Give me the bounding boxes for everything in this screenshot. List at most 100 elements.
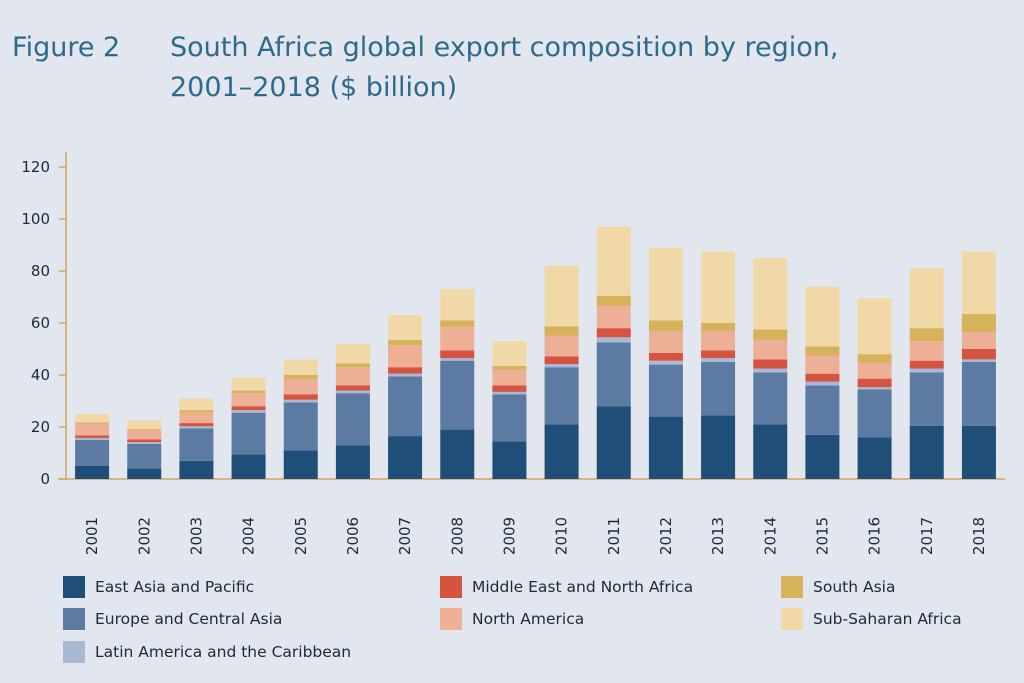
- bar-segment: [388, 315, 423, 340]
- bar-segment: [179, 412, 214, 424]
- bar-segment: [283, 359, 318, 375]
- bar-segment: [75, 466, 110, 479]
- x-tick-label: 2001: [83, 517, 101, 555]
- bar-segment: [544, 335, 579, 357]
- x-tick-label: 2002: [135, 517, 153, 555]
- bar-segment: [283, 375, 318, 379]
- bar-segment: [753, 329, 788, 340]
- bar-segment: [596, 342, 631, 407]
- bar-segment: [440, 350, 475, 359]
- legend-item: East Asia and Pacific: [63, 576, 254, 598]
- bar-segment: [544, 424, 579, 479]
- chart-title-line-2: 2001–2018 ($ billion): [170, 72, 458, 103]
- bar-segment: [440, 358, 475, 361]
- bar-segment: [75, 437, 110, 440]
- bar-segment: [179, 410, 214, 413]
- bar-segment: [283, 450, 318, 479]
- bar-segment: [805, 385, 840, 435]
- bar-segment: [492, 394, 527, 442]
- bar-segment: [231, 390, 266, 394]
- bar-segment: [961, 359, 996, 362]
- legend-label: Middle East and North Africa: [472, 578, 694, 596]
- legend-swatch: [440, 576, 462, 598]
- bar-segment: [648, 352, 683, 361]
- bar-segment: [805, 373, 840, 382]
- bar-segment: [492, 385, 527, 392]
- bar-segment: [961, 362, 996, 426]
- bar-segment: [75, 440, 110, 466]
- bar-segment: [388, 339, 423, 346]
- legend-label: Latin America and the Caribbean: [95, 643, 352, 661]
- bar-segment: [701, 251, 736, 323]
- bar-segment: [596, 328, 631, 338]
- bar-segment: [701, 362, 736, 416]
- bar-segment: [857, 387, 892, 390]
- bar-segment: [701, 415, 736, 479]
- bar-segment: [179, 428, 214, 461]
- bar-segment: [805, 381, 840, 386]
- x-tick-label: 2012: [657, 517, 675, 555]
- bar-segment: [179, 423, 214, 427]
- bar-segment: [596, 306, 631, 329]
- bar-segment: [440, 360, 475, 430]
- bar-segment: [753, 359, 788, 369]
- y-tick-label: 0: [40, 470, 50, 488]
- bar-segment: [701, 358, 736, 362]
- x-tick-label: 2006: [344, 517, 362, 555]
- bar-segment: [492, 391, 527, 395]
- legend-label: Sub-Saharan Africa: [813, 610, 962, 628]
- legend-item: Middle East and North Africa: [440, 576, 693, 598]
- bar-segment: [127, 443, 162, 469]
- x-tick-label: 2010: [553, 517, 571, 555]
- bar-segment: [231, 412, 266, 455]
- bar-segment: [283, 402, 318, 451]
- bar-segment: [492, 341, 527, 366]
- bar-segment: [440, 326, 475, 351]
- x-tick-label: 2005: [292, 517, 310, 555]
- bar-segment: [648, 364, 683, 417]
- bar-segment: [492, 369, 527, 386]
- bar-segment: [75, 414, 110, 423]
- bar-segment: [440, 320, 475, 327]
- bar-segment: [492, 441, 527, 479]
- x-tick-label: 2015: [813, 517, 831, 555]
- legend-item: Sub-Saharan Africa: [781, 608, 962, 630]
- bar-segment: [75, 422, 110, 424]
- legend-swatch: [440, 608, 462, 630]
- bar-segment: [961, 425, 996, 479]
- bar-segment: [440, 289, 475, 321]
- legend-label: North America: [472, 610, 585, 628]
- bar-segment: [909, 368, 944, 373]
- legend-item: South Asia: [781, 576, 895, 598]
- bar-segment: [961, 349, 996, 360]
- legend-item: Europe and Central Asia: [63, 608, 282, 630]
- bar-segment: [909, 341, 944, 361]
- bar-segment: [648, 330, 683, 353]
- y-tick-label: 60: [31, 314, 50, 332]
- bar-segment: [388, 345, 423, 368]
- x-tick-label: 2016: [866, 517, 884, 555]
- y-tick-label: 80: [31, 262, 50, 280]
- legend-item: North America: [440, 608, 584, 630]
- bar-segment: [179, 426, 214, 429]
- bar-segment: [335, 393, 370, 446]
- bar-segment: [909, 425, 944, 479]
- legend-swatch: [63, 641, 85, 663]
- bar-segment: [648, 247, 683, 321]
- bar-segment: [596, 337, 631, 343]
- bar-segment: [544, 364, 579, 368]
- bar-segment: [805, 434, 840, 479]
- bar-segment: [753, 424, 788, 479]
- bar-segment: [127, 429, 162, 431]
- bar-segment: [231, 406, 266, 411]
- bar-segment: [648, 416, 683, 479]
- bar-segment: [231, 393, 266, 407]
- figure-label: Figure 2: [12, 32, 121, 63]
- legend-swatch: [781, 576, 803, 598]
- bar-segment: [544, 356, 579, 365]
- legend-swatch: [63, 576, 85, 598]
- x-tick-label: 2003: [187, 517, 205, 555]
- bar-segment: [127, 420, 162, 430]
- y-tick-label: 120: [21, 158, 50, 176]
- bar-segment: [283, 394, 318, 400]
